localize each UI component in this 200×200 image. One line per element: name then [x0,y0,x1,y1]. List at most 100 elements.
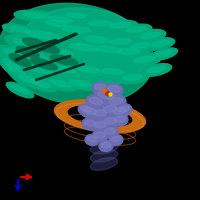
Ellipse shape [110,39,131,44]
Ellipse shape [17,50,47,60]
Ellipse shape [0,3,154,105]
Ellipse shape [77,66,100,73]
Ellipse shape [86,95,106,109]
Ellipse shape [0,55,22,73]
Ellipse shape [102,20,138,32]
Ellipse shape [89,97,103,105]
Ellipse shape [0,46,27,62]
Ellipse shape [42,77,78,91]
Ellipse shape [25,31,63,40]
Ellipse shape [127,27,146,32]
Ellipse shape [123,75,142,80]
Ellipse shape [92,130,108,142]
Ellipse shape [92,120,108,132]
Ellipse shape [105,83,123,97]
Ellipse shape [147,66,166,73]
Ellipse shape [70,80,91,86]
Ellipse shape [3,49,21,58]
Ellipse shape [10,26,31,33]
Ellipse shape [31,58,57,70]
Ellipse shape [109,97,123,105]
Ellipse shape [12,85,29,94]
Ellipse shape [62,26,91,33]
Ellipse shape [99,140,113,152]
Ellipse shape [30,79,51,87]
Ellipse shape [28,65,53,74]
Ellipse shape [81,105,99,119]
Ellipse shape [90,150,118,162]
Ellipse shape [36,43,60,53]
Ellipse shape [94,132,106,138]
Ellipse shape [109,134,123,146]
Ellipse shape [50,55,78,65]
Ellipse shape [84,120,96,126]
Ellipse shape [94,110,106,116]
Ellipse shape [108,46,148,58]
Ellipse shape [23,76,57,92]
Ellipse shape [60,40,108,56]
Ellipse shape [2,24,38,36]
Ellipse shape [13,39,36,48]
Ellipse shape [114,116,126,122]
Ellipse shape [6,82,34,98]
Ellipse shape [106,95,126,109]
Ellipse shape [82,118,98,130]
Ellipse shape [110,23,131,28]
Ellipse shape [68,63,108,77]
Ellipse shape [9,54,31,66]
Ellipse shape [19,75,37,83]
Ellipse shape [5,35,43,53]
Ellipse shape [62,78,98,90]
Ellipse shape [54,100,146,132]
Ellipse shape [68,106,132,126]
Ellipse shape [81,106,91,112]
Ellipse shape [100,103,120,117]
Ellipse shape [116,72,148,84]
Ellipse shape [76,33,116,47]
Ellipse shape [94,122,106,128]
Ellipse shape [50,80,71,87]
Ellipse shape [53,66,76,73]
Ellipse shape [101,115,119,129]
Ellipse shape [90,142,118,154]
Ellipse shape [140,64,172,76]
Ellipse shape [38,18,74,30]
Ellipse shape [112,114,128,126]
Ellipse shape [134,29,166,43]
Ellipse shape [7,46,57,66]
Ellipse shape [141,32,160,39]
Ellipse shape [111,105,129,119]
Ellipse shape [150,48,178,60]
Ellipse shape [29,43,83,61]
Ellipse shape [58,102,142,130]
Ellipse shape [104,118,116,124]
Ellipse shape [3,59,18,68]
Ellipse shape [40,47,73,56]
Ellipse shape [87,136,97,142]
Ellipse shape [102,126,118,138]
Ellipse shape [13,72,43,88]
Ellipse shape [19,8,149,88]
Ellipse shape [94,66,130,78]
Ellipse shape [131,43,150,48]
Ellipse shape [108,86,120,92]
Ellipse shape [156,50,173,56]
Ellipse shape [78,104,94,116]
Ellipse shape [2,61,30,79]
Ellipse shape [67,13,86,18]
Ellipse shape [49,16,72,22]
Ellipse shape [119,106,129,112]
Ellipse shape [19,62,61,78]
Ellipse shape [60,11,92,21]
Ellipse shape [126,54,162,66]
Ellipse shape [152,40,169,46]
Ellipse shape [44,63,84,77]
Ellipse shape [102,36,138,48]
Ellipse shape [88,21,112,26]
Ellipse shape [56,101,144,131]
Ellipse shape [94,88,118,104]
Ellipse shape [98,91,114,99]
Ellipse shape [14,10,58,22]
Ellipse shape [91,108,109,120]
Ellipse shape [46,20,67,26]
